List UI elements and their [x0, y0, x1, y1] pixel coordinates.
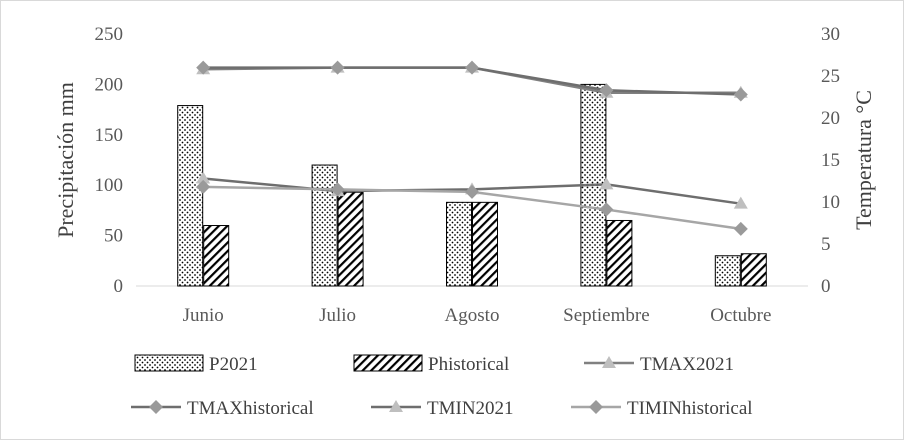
- bar-P2021: [311, 164, 338, 287]
- x-tick-label: Agosto: [445, 305, 500, 326]
- bar-Phistorical: [337, 191, 364, 287]
- legend-label-Phistorical: Phistorical: [428, 354, 509, 375]
- y2-tick-label: 15: [821, 150, 840, 171]
- legend-label-P2021: P2021: [209, 354, 258, 375]
- legend-swatch-P2021: [134, 354, 204, 372]
- y2-tick-label: 20: [821, 108, 840, 129]
- bar-P2021: [714, 255, 741, 287]
- point-TMAXhistorical: [733, 87, 748, 102]
- point-TIMINhistorical: [465, 184, 479, 199]
- point-TIMINhistorical: [330, 182, 345, 197]
- y-tick-label: 250: [95, 24, 124, 45]
- bar-P2021: [177, 105, 204, 287]
- y2-tick-label: 5: [821, 234, 831, 255]
- x-tick-label: Septiembre: [563, 305, 650, 326]
- legend-marker-TMAXhistorical: [149, 400, 163, 414]
- legend-swatch-Phistorical: [353, 354, 423, 372]
- series-lines: [196, 60, 748, 236]
- bar-Phistorical: [203, 225, 230, 287]
- point-TMIN2021: [599, 177, 614, 190]
- y-tick-label: 100: [95, 175, 124, 196]
- legend-label-TMAXhistorical: TMAXhistorical: [187, 398, 314, 419]
- y2-axis-title: Temperatura °C: [851, 90, 876, 230]
- legend: P2021 Phistorical TMAX2021 TMAXhistorical TM…: [131, 354, 753, 419]
- x-tick-label: Octubre: [710, 305, 771, 326]
- y-tick-label: 50: [104, 226, 123, 247]
- point-TMAXhistorical: [196, 60, 211, 75]
- bar-Phistorical: [472, 201, 498, 287]
- y2-tick-label: 25: [821, 66, 840, 87]
- y-tick-label: 200: [95, 74, 124, 95]
- y-tick-label: 150: [95, 125, 124, 146]
- point-TMAXhistorical: [330, 60, 345, 75]
- point-TIMINhistorical: [196, 179, 211, 194]
- bar-Phistorical: [740, 253, 767, 287]
- axes: 0 50 100 150 200 250 0 5 10 15 20 25 30 Junio Julio Ago…: [53, 24, 876, 326]
- legend-marker-TMIN2021: [389, 400, 403, 412]
- legend-label-TMIN2021: TMIN2021: [427, 398, 514, 419]
- y2-tick-label: 30: [821, 24, 840, 45]
- point-TIMINhistorical: [733, 221, 748, 236]
- point-TIMINhistorical: [599, 202, 614, 217]
- y-tick-label: 0: [114, 276, 124, 297]
- point-TMAXhistorical: [465, 60, 479, 75]
- point-TMIN2021: [733, 196, 748, 209]
- x-tick-label: Julio: [319, 305, 356, 326]
- legend-label-TIMINhistorical: TIMINhistorical: [627, 398, 753, 419]
- legend-marker-TIMINhistorical: [589, 400, 603, 414]
- bar-P2021: [446, 201, 472, 287]
- y-axis-title: Precipitación mm: [53, 82, 78, 238]
- point-TMIN2021: [196, 171, 211, 184]
- y2-tick-label: 10: [821, 192, 840, 213]
- legend-label-TMAX2021: TMAX2021: [640, 354, 734, 375]
- y2-tick-label: 0: [821, 276, 831, 297]
- point-TMAXhistorical: [599, 83, 614, 98]
- x-tick-label: Junio: [183, 305, 224, 326]
- legend-marker-TMAX2021: [602, 356, 616, 368]
- bar-Phistorical: [606, 219, 633, 287]
